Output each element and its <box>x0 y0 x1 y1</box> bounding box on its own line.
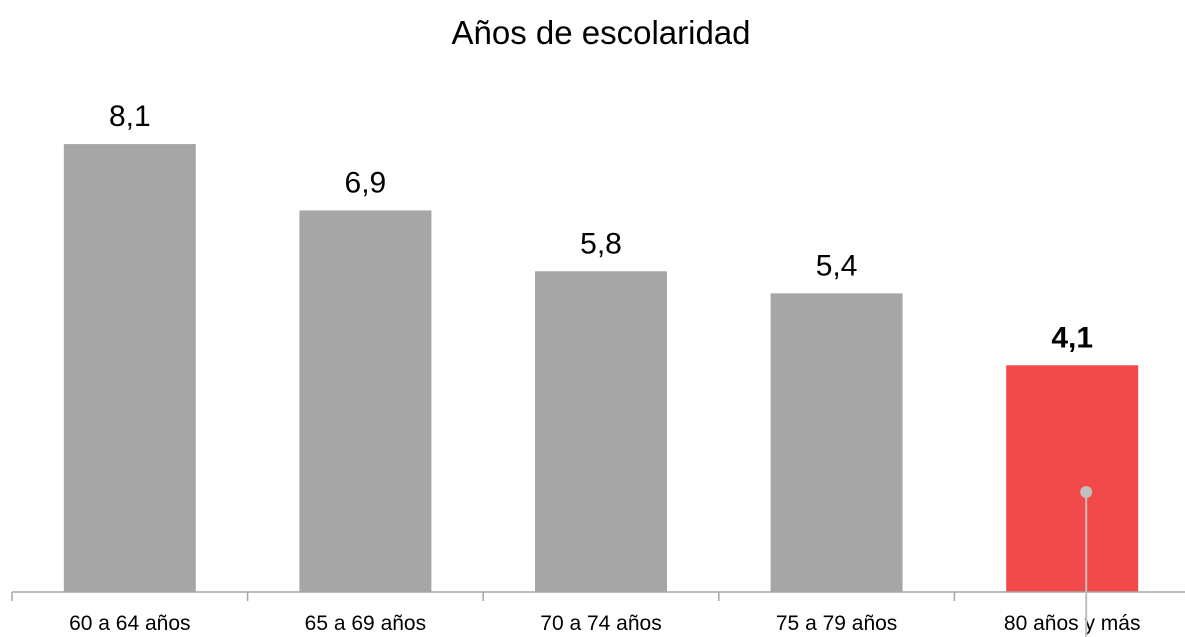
bar <box>299 210 432 592</box>
bar <box>535 271 667 592</box>
annotation-marker-dot <box>1080 486 1093 498</box>
x-tick-label: 65 a 69 años <box>305 612 426 635</box>
x-tick-label: 80 años y más <box>1004 612 1141 635</box>
chart-title: Años de escolaridad <box>451 14 750 51</box>
data-label: 8,1 <box>109 100 151 133</box>
x-axis <box>11 591 1185 601</box>
data-label: 4,1 <box>1051 321 1093 354</box>
data-label: 5,8 <box>580 227 622 260</box>
x-tick-label: 70 a 74 años <box>540 612 661 635</box>
bar <box>63 144 196 592</box>
data-label: 6,9 <box>345 166 387 199</box>
value-labels-layer: 8,1 6,9 5,8 5,4 4,1 <box>109 100 1093 354</box>
annotation-layer <box>1080 486 1093 637</box>
x-tick-label: 60 a 64 años <box>69 612 190 635</box>
bar <box>770 293 903 592</box>
x-tick-label: 75 a 79 años <box>776 612 897 635</box>
data-label: 5,4 <box>816 249 858 282</box>
bars-layer <box>63 144 1139 592</box>
bar <box>1006 365 1139 592</box>
x-tick-labels-layer: 60 a 64 años 65 a 69 años 70 a 74 años 75 a… <box>69 612 1140 635</box>
